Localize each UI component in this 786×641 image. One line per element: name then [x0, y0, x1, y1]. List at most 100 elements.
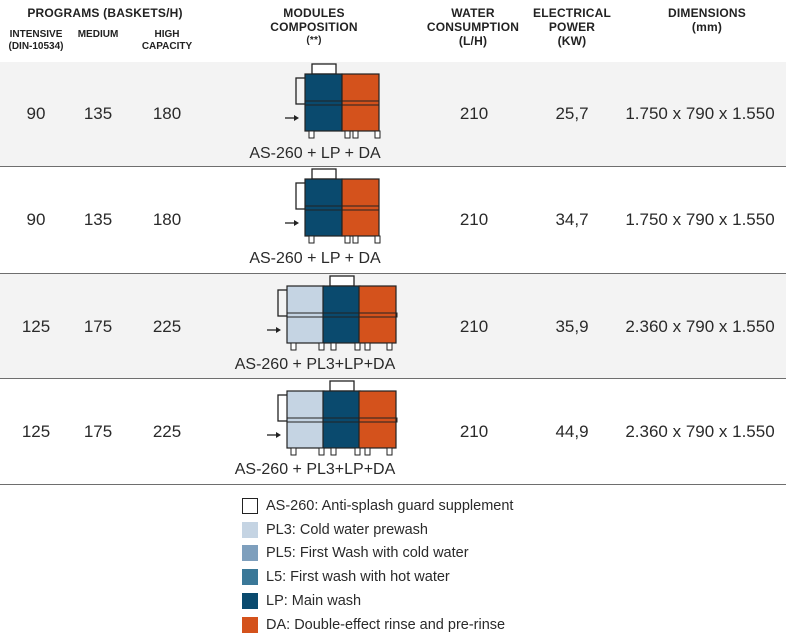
- header-modules-label: MODULES: [283, 6, 345, 20]
- entry-arrow-head: [294, 115, 299, 121]
- header-dimensions-label: DIMENSIONS: [667, 6, 746, 20]
- row-separator: [0, 166, 786, 167]
- legend-item-pl5: PL5: First Wash with cold water: [242, 543, 469, 563]
- legend-swatch-l5: [242, 569, 258, 585]
- header-modules-composition: MODULES COMPOSITION (**): [246, 6, 382, 46]
- cell-high-capacity: 225: [152, 422, 182, 441]
- header-programs: PROGRAMS (BASKETS/H): [27, 6, 183, 20]
- legend-label: AS-260: Anti-splash guard supplement: [266, 498, 514, 514]
- legend-item-l5: L5: First wash with hot water: [242, 567, 450, 587]
- cell-water: 210: [459, 210, 489, 229]
- cell-model: AS-260 + LP + DA: [249, 145, 381, 162]
- legend-label: L5: First wash with hot water: [266, 569, 450, 585]
- row-separator: [0, 378, 786, 379]
- machine-foot: [330, 342, 337, 351]
- machine-foot: [386, 447, 393, 456]
- table-row: 90 135 180 AS-260 + LP + DA 210 34,7 1.7…: [0, 167, 786, 273]
- header-composition-label: COMPOSITION: [270, 19, 358, 34]
- cell-water: 210: [459, 422, 489, 441]
- cell-high-capacity: 225: [152, 317, 182, 336]
- header-composition-note: (**): [306, 34, 322, 46]
- table-row: 90 135 180 AS-260 + LP + DA 210 25,7 1.7…: [0, 62, 786, 166]
- module-da: [358, 390, 397, 449]
- module-diagram: [267, 275, 398, 351]
- legend-swatch-da: [242, 617, 258, 633]
- machine-foot: [352, 235, 359, 244]
- cell-water: 210: [459, 104, 489, 123]
- header-dimensions-unit: (mm): [691, 19, 723, 34]
- machine-foot: [344, 235, 351, 244]
- header-electrical-label: ELECTRICAL: [533, 6, 611, 20]
- row-separator: [0, 484, 786, 485]
- cell-high-capacity: 180: [152, 210, 182, 229]
- module-pl3: [286, 390, 325, 449]
- conveyor-band: [304, 100, 380, 106]
- legend-swatch-lp: [242, 593, 258, 609]
- cell-intensive: 90: [26, 210, 46, 229]
- module-diagram: [285, 168, 381, 244]
- cell-water: 210: [459, 317, 489, 336]
- machine-foot: [364, 447, 371, 456]
- legend-item-pl3: PL3: Cold water prewash: [242, 520, 428, 540]
- cell-model: AS-260 + PL3+LP+DA: [234, 356, 396, 373]
- machine-foot: [290, 342, 297, 351]
- entry-arrow-head: [276, 327, 281, 333]
- machine-foot: [374, 130, 381, 139]
- cell-dimensions: 1.750 x 790 x 1.550: [625, 210, 775, 229]
- header-medium: MEDIUM: [77, 29, 119, 40]
- module-da: [341, 73, 380, 132]
- module-pl3: [286, 285, 325, 344]
- machine-foot: [374, 235, 381, 244]
- machine-foot: [354, 447, 361, 456]
- header-high-capacity: HIGH CAPACITY: [132, 29, 202, 52]
- header-water-unit: (L/H): [458, 33, 488, 48]
- cell-medium: 175: [83, 422, 113, 441]
- legend-label: PL3: Cold water prewash: [266, 522, 428, 538]
- machine-foot: [364, 342, 371, 351]
- module-diagram: [285, 63, 381, 139]
- machine-foot: [386, 342, 393, 351]
- machine-foot: [354, 342, 361, 351]
- module-lp: [322, 285, 361, 344]
- machine-foot: [308, 235, 315, 244]
- machine-foot: [308, 130, 315, 139]
- cell-dimensions: 2.360 x 790 x 1.550: [625, 317, 775, 336]
- legend-item-lp: LP: Main wash: [242, 591, 361, 611]
- cell-dimensions: 2.360 x 790 x 1.550: [625, 422, 775, 441]
- module-lp: [304, 73, 343, 132]
- machine-hood: [311, 168, 337, 180]
- header-intensive-label: INTENSIVE: [9, 29, 63, 40]
- module-da: [341, 178, 380, 237]
- legend-label: PL5: First Wash with cold water: [266, 545, 469, 561]
- cell-power: 44,9: [555, 422, 589, 441]
- machine-hood: [329, 380, 355, 392]
- conveyor-band: [304, 205, 380, 211]
- machine-foot: [352, 130, 359, 139]
- module-lp: [322, 390, 361, 449]
- cell-dimensions: 1.750 x 790 x 1.550: [625, 104, 775, 123]
- machine-foot: [344, 130, 351, 139]
- cell-medium: 135: [83, 210, 113, 229]
- header-electrical-power: ELECTRICAL POWER (KW): [528, 6, 616, 48]
- header-capacity-label: CAPACITY: [141, 40, 193, 52]
- machine-foot: [330, 447, 337, 456]
- cell-model: AS-260 + PL3+LP+DA: [234, 461, 396, 478]
- legend-swatch-as260: [242, 498, 258, 514]
- header-water-label: WATER: [451, 6, 495, 20]
- table-row: 125 175 225 AS-260 + PL3+LP+DA 210 44,9 …: [0, 379, 786, 484]
- module-diagram: [267, 380, 398, 456]
- cell-power: 34,7: [555, 210, 589, 229]
- row-background: [0, 62, 786, 166]
- machine-hood: [329, 275, 355, 287]
- cell-intensive: 90: [26, 104, 46, 123]
- legend-label: DA: Double-effect rinse and pre-rinse: [266, 617, 506, 633]
- entry-arrow-head: [294, 220, 299, 226]
- header-intensive-note: (DIN-10534): [8, 40, 64, 52]
- entry-arrow-head: [276, 432, 281, 438]
- cell-model: AS-260 + LP + DA: [249, 250, 381, 267]
- row-separator: [0, 273, 786, 274]
- header-water-consumption: WATER CONSUMPTION (L/H): [420, 6, 526, 48]
- header-dimensions: DIMENSIONS (mm): [632, 6, 782, 35]
- machine-hood: [311, 63, 337, 75]
- machine-foot: [318, 342, 325, 351]
